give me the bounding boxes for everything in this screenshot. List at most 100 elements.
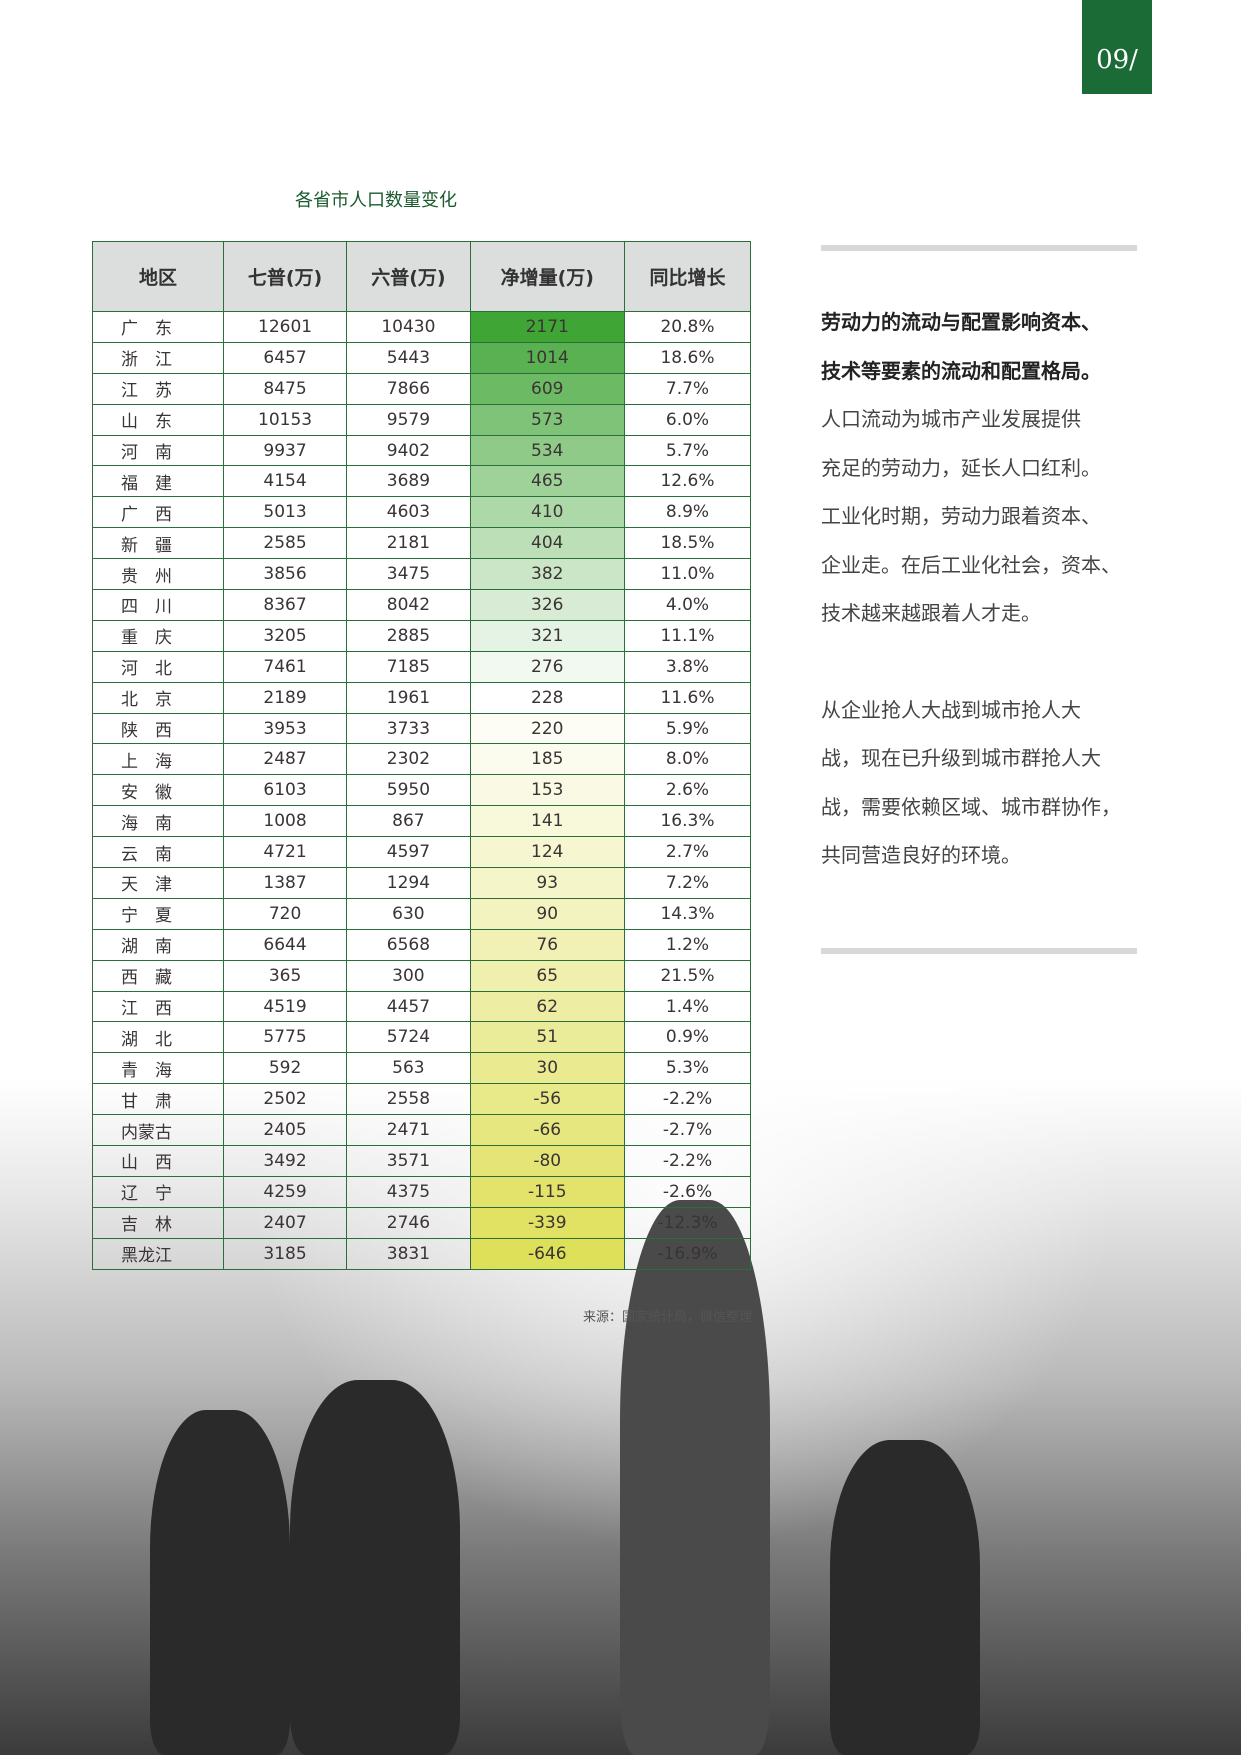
column-header: 净增量(万) (469, 241, 625, 312)
region-cell: 福 建 (92, 465, 224, 498)
growth-rate-cell: -2.6% (623, 1175, 752, 1208)
growth-rate-cell: 1.2% (623, 928, 752, 961)
census6-cell: 3571 (346, 1145, 471, 1177)
census6-cell: 6568 (346, 928, 471, 961)
table-row: 重 庆 3205 2885 321 11.1% (92, 619, 752, 652)
net-increase-cell: 65 (469, 959, 625, 992)
growth-rate-cell: 6.0% (623, 403, 752, 436)
region-cell: 河 北 (92, 650, 224, 683)
census6-cell: 10430 (346, 311, 471, 343)
region-cell: 安 徽 (92, 774, 224, 807)
growth-rate-cell: -2.7% (623, 1114, 752, 1147)
table-row: 甘 肃 2502 2558 -56 -2.2% (92, 1083, 752, 1116)
census7-cell: 6103 (222, 774, 348, 807)
net-increase-cell: 62 (469, 990, 625, 1023)
region-cell: 江 西 (92, 990, 224, 1023)
table-row: 西 藏 365 300 65 21.5% (92, 959, 752, 992)
census6-cell: 2471 (346, 1114, 471, 1147)
person-silhouette (830, 1440, 980, 1755)
growth-rate-cell: 8.0% (623, 743, 752, 776)
table-row: 贵 州 3856 3475 382 11.0% (92, 558, 752, 591)
census6-cell: 2558 (346, 1083, 471, 1116)
census6-cell: 2181 (346, 527, 471, 560)
census7-cell: 4519 (222, 990, 348, 1023)
table-row: 山 东 10153 9579 573 6.0% (92, 403, 752, 436)
census6-cell: 4457 (346, 990, 471, 1023)
net-increase-cell: 382 (469, 558, 625, 591)
table-row: 湖 北 5775 5724 51 0.9% (92, 1021, 752, 1054)
column-header: 六普(万) (346, 241, 471, 312)
region-cell: 内蒙古 (92, 1114, 224, 1147)
net-increase-cell: 185 (469, 743, 625, 776)
table-row: 河 北 7461 7185 276 3.8% (92, 650, 752, 683)
table-row: 安 徽 6103 5950 153 2.6% (92, 774, 752, 807)
census7-cell: 12601 (222, 311, 348, 343)
census7-cell: 5013 (222, 496, 348, 529)
sidebar-line: 共同营造良好的环境。 (821, 843, 1021, 867)
region-cell: 新 疆 (92, 527, 224, 560)
column-header: 同比增长 (623, 241, 752, 312)
region-cell: 河 南 (92, 434, 224, 467)
census6-cell: 4375 (346, 1175, 471, 1208)
region-cell: 湖 北 (92, 1021, 224, 1054)
table-row: 北 京 2189 1961 228 11.6% (92, 681, 752, 714)
census7-cell: 720 (222, 897, 348, 930)
person-silhouette (150, 1410, 290, 1755)
growth-rate-cell: 11.0% (623, 558, 752, 591)
census7-cell: 3856 (222, 558, 348, 591)
growth-rate-cell: 20.8% (623, 311, 752, 343)
growth-rate-cell: 8.9% (623, 496, 752, 529)
region-cell: 黑龙江 (92, 1237, 224, 1270)
census6-cell: 3831 (346, 1237, 471, 1270)
region-cell: 陕 西 (92, 712, 224, 745)
census7-cell: 6457 (222, 341, 348, 374)
table-row: 河 南 9937 9402 534 5.7% (92, 434, 752, 467)
census6-cell: 1294 (346, 867, 471, 899)
table-row: 广 西 5013 4603 410 8.9% (92, 496, 752, 529)
table-row: 内蒙古 2405 2471 -66 -2.7% (92, 1114, 752, 1147)
census6-cell: 3689 (346, 465, 471, 498)
region-cell: 上 海 (92, 743, 224, 776)
net-increase-cell: 93 (469, 867, 625, 899)
table-title: 各省市人口数量变化 (295, 190, 457, 211)
person-silhouette (620, 1200, 770, 1755)
census7-cell: 7461 (222, 650, 348, 683)
net-increase-cell: 220 (469, 712, 625, 745)
net-increase-cell: 228 (469, 681, 625, 714)
growth-rate-cell: -2.2% (623, 1145, 752, 1177)
growth-rate-cell: 2.7% (623, 836, 752, 869)
growth-rate-cell: 5.7% (623, 434, 752, 467)
net-increase-cell: 573 (469, 403, 625, 436)
region-cell: 湖 南 (92, 928, 224, 961)
net-increase-cell: 321 (469, 619, 625, 652)
census6-cell: 1961 (346, 681, 471, 714)
table-row: 山 西 3492 3571 -80 -2.2% (92, 1145, 752, 1177)
table-row: 辽 宁 4259 4375 -115 -2.6% (92, 1175, 752, 1208)
table-row: 广 东 12601 10430 2171 20.8% (92, 311, 752, 343)
growth-rate-cell: 7.2% (623, 867, 752, 899)
census7-cell: 9937 (222, 434, 348, 467)
sidebar-line: 企业走。在后工业化社会，资本、 (821, 552, 1121, 577)
census7-cell: 4259 (222, 1175, 348, 1208)
census7-cell: 4154 (222, 465, 348, 498)
table-row: 天 津 1387 1294 93 7.2% (92, 867, 752, 899)
census7-cell: 1008 (222, 805, 348, 838)
census6-cell: 630 (346, 897, 471, 930)
sidebar-line: 充足的劳动力，延长人口红利。 (821, 455, 1101, 480)
growth-rate-cell: 11.1% (623, 619, 752, 652)
table-row: 新 疆 2585 2181 404 18.5% (92, 527, 752, 560)
census7-cell: 4721 (222, 836, 348, 869)
table-row: 四 川 8367 8042 326 4.0% (92, 589, 752, 621)
census6-cell: 2746 (346, 1206, 471, 1239)
growth-rate-cell: 4.0% (623, 589, 752, 621)
region-cell: 青 海 (92, 1052, 224, 1085)
growth-rate-cell: 1.4% (623, 990, 752, 1023)
census7-cell: 6644 (222, 928, 348, 961)
census7-cell: 2502 (222, 1083, 348, 1116)
census7-cell: 10153 (222, 403, 348, 436)
table-row: 湖 南 6644 6568 76 1.2% (92, 928, 752, 961)
growth-rate-cell: 16.3% (623, 805, 752, 838)
sidebar-line: 人口流动为城市产业发展提供 (821, 407, 1081, 431)
growth-rate-cell: 5.3% (623, 1052, 752, 1085)
table-row: 黑龙江 3185 3831 -646 -16.9% (92, 1237, 752, 1270)
